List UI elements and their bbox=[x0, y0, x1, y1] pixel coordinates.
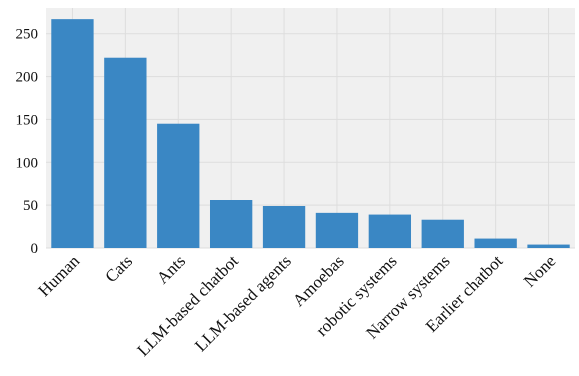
x-tick-label: Human bbox=[34, 251, 83, 300]
bar-earlier-chatbot bbox=[474, 238, 517, 248]
x-tick-label: LLM-based agents bbox=[191, 251, 295, 355]
x-tick-label: LLM-based chatbot bbox=[133, 251, 242, 360]
bars bbox=[51, 19, 570, 249]
y-axis-ticks: 0 50 100 150 200 250 bbox=[16, 27, 39, 257]
bar-cats bbox=[104, 57, 147, 248]
y-tick-label: 250 bbox=[16, 27, 39, 43]
bar-ants bbox=[157, 123, 200, 248]
bar-robotic-systems bbox=[368, 214, 412, 248]
y-tick-label: 0 bbox=[31, 241, 39, 257]
bar-llm-based-chatbot bbox=[209, 200, 253, 248]
y-tick-label: 150 bbox=[16, 112, 39, 128]
x-tick-label: Cats bbox=[101, 251, 136, 286]
y-tick-label: 50 bbox=[23, 198, 38, 214]
bar-llm-based-agents bbox=[262, 206, 306, 248]
bar-narrow-systems bbox=[421, 219, 464, 248]
x-tick-label: None bbox=[520, 251, 559, 290]
y-tick-label: 200 bbox=[16, 70, 39, 86]
y-tick-label: 100 bbox=[16, 155, 39, 171]
bar-human bbox=[51, 19, 94, 249]
x-tick-label: Ants bbox=[153, 251, 189, 287]
bar-none bbox=[527, 244, 570, 248]
bar-amoebas bbox=[315, 212, 359, 248]
